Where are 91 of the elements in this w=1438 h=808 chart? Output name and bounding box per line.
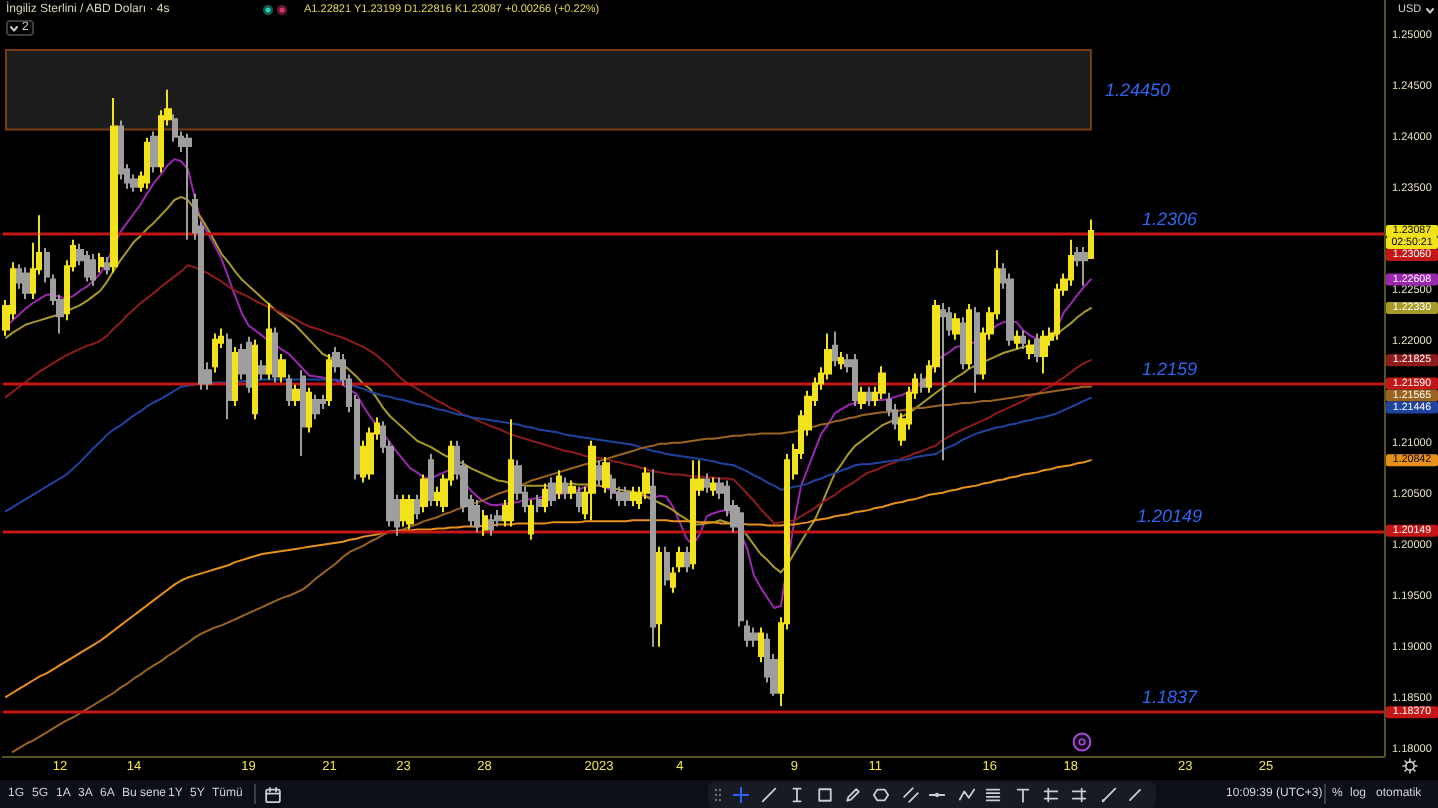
- candlestick: [548, 476, 556, 508]
- candlestick: [326, 353, 332, 408]
- candlestick: [866, 385, 872, 408]
- candlestick: [84, 249, 90, 283]
- candlestick: [588, 439, 596, 522]
- candlestick: [596, 459, 602, 487]
- candlestick: [920, 372, 926, 394]
- candlestick: [22, 266, 30, 300]
- candlestick: [1088, 218, 1094, 260]
- candlestick: [650, 468, 656, 648]
- candlestick: [974, 306, 980, 394]
- candlestick: [710, 476, 716, 497]
- candlestick: [482, 509, 488, 537]
- candlestick: [300, 369, 306, 458]
- candlestick: [630, 485, 636, 508]
- candlestick: [488, 513, 494, 537]
- line-series: [4, 195, 1092, 574]
- ref-line-label: 1.2159: [1141, 358, 1198, 379]
- candlestick: [952, 312, 960, 341]
- candlestick: [1040, 329, 1048, 375]
- candlestick: [610, 473, 616, 500]
- candlestick: [494, 509, 502, 528]
- candlestick: [110, 96, 118, 274]
- candlestick: [704, 472, 710, 494]
- candlestick: [212, 332, 218, 374]
- line-series: [4, 459, 1092, 698]
- candlestick: [428, 453, 434, 508]
- candlestick: [278, 353, 286, 384]
- candlestick: [184, 132, 192, 241]
- candlestick: [414, 493, 420, 521]
- candlestick: [622, 485, 630, 508]
- candlestick: [312, 393, 320, 421]
- candlestick: [556, 469, 562, 500]
- candlestick: [562, 476, 568, 500]
- candlestick: [232, 345, 238, 408]
- candlestick: [602, 456, 610, 494]
- candlestick: [568, 479, 576, 500]
- candlestick: [266, 302, 272, 381]
- candlestick: [406, 493, 414, 531]
- candlestick: [400, 493, 406, 528]
- candlestick: [508, 418, 514, 528]
- ref-line-label: 1.20149: [1136, 505, 1203, 526]
- candlestick: [420, 473, 428, 514]
- candlestick: [542, 482, 548, 514]
- candlestick: [150, 130, 158, 174]
- candlestick: [664, 545, 670, 587]
- candlestick: [246, 335, 252, 394]
- candlestick: [1080, 245, 1088, 287]
- line-series: [11, 385, 1092, 753]
- candlestick: [832, 330, 838, 368]
- candlestick: [306, 386, 312, 434]
- candlestick: [286, 373, 292, 408]
- band-label: 1.24450: [1104, 79, 1170, 100]
- candlestick: [272, 326, 278, 384]
- line-series: [4, 264, 1092, 525]
- ref-line-label: 1.2306: [1141, 208, 1198, 229]
- candlestick: [858, 385, 866, 411]
- candlestick: [144, 136, 150, 190]
- ref-line-label: 1.1837: [1141, 687, 1199, 708]
- candlestick: [118, 119, 124, 181]
- candlestick: [838, 350, 844, 371]
- candlestick: [690, 459, 696, 571]
- candlestick: [226, 332, 232, 421]
- candlestick: [474, 498, 480, 534]
- candlestick: [576, 485, 582, 514]
- candlestick: [98, 252, 104, 274]
- candlestick: [684, 545, 690, 574]
- candlestick: [258, 359, 266, 381]
- candlestick: [676, 545, 684, 574]
- candlestick: [750, 626, 758, 648]
- candlestick: [320, 393, 326, 411]
- candlestick: [960, 316, 966, 371]
- candlestick: [852, 353, 858, 408]
- candlestick: [656, 545, 662, 648]
- candlestick: [758, 626, 764, 664]
- candlestick: [670, 566, 676, 594]
- line-series: [4, 378, 1092, 513]
- candlestick: [940, 302, 946, 462]
- candlestick: [1034, 332, 1040, 364]
- candlestick: [104, 256, 110, 276]
- candlestick: [292, 383, 300, 408]
- candlestick: [1026, 338, 1034, 361]
- candlestick: [1014, 329, 1020, 350]
- candlestick: [252, 338, 258, 421]
- candlestick: [90, 253, 96, 287]
- candlestick: [536, 493, 542, 514]
- line-series: [4, 158, 1092, 610]
- candlestick: [1020, 329, 1026, 350]
- candlestick: [878, 365, 886, 400]
- candlestick: [966, 303, 972, 371]
- candlestick: [528, 498, 534, 541]
